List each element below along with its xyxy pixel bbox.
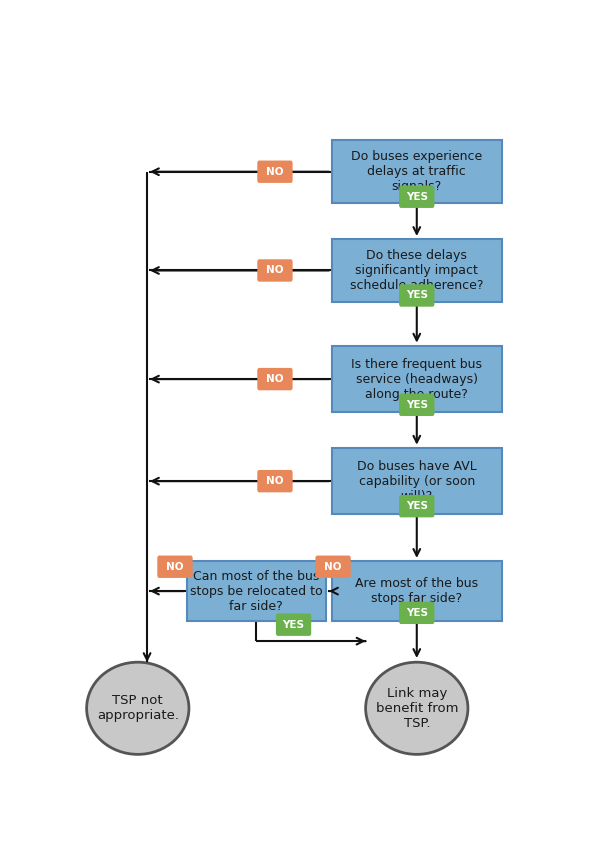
FancyBboxPatch shape — [399, 495, 434, 517]
Text: NO: NO — [166, 562, 184, 572]
FancyBboxPatch shape — [332, 140, 502, 203]
Text: Link may
benefit from
TSP.: Link may benefit from TSP. — [376, 687, 458, 730]
Text: YES: YES — [406, 291, 428, 300]
FancyBboxPatch shape — [399, 285, 434, 307]
Ellipse shape — [86, 662, 189, 754]
Text: YES: YES — [406, 501, 428, 511]
FancyBboxPatch shape — [157, 556, 193, 578]
Text: Is there frequent bus
service (headways)
along the route?: Is there frequent bus service (headways)… — [351, 357, 482, 401]
FancyBboxPatch shape — [332, 562, 502, 621]
FancyBboxPatch shape — [332, 448, 502, 514]
Text: Do these delays
significantly impact
schedule adherence?: Do these delays significantly impact sch… — [350, 249, 484, 292]
Text: Are most of the bus
stops far side?: Are most of the bus stops far side? — [355, 577, 478, 605]
Ellipse shape — [365, 662, 468, 754]
Text: Can most of the bus
stops be relocated to
far side?: Can most of the bus stops be relocated t… — [190, 569, 323, 612]
FancyBboxPatch shape — [187, 562, 326, 621]
Text: YES: YES — [406, 400, 428, 410]
Text: NO: NO — [266, 374, 284, 384]
FancyBboxPatch shape — [276, 614, 311, 636]
Text: NO: NO — [266, 476, 284, 486]
FancyBboxPatch shape — [257, 368, 293, 390]
Text: NO: NO — [266, 266, 284, 275]
FancyBboxPatch shape — [332, 239, 502, 302]
FancyBboxPatch shape — [399, 602, 434, 624]
FancyBboxPatch shape — [257, 470, 293, 492]
Text: YES: YES — [406, 608, 428, 618]
Text: YES: YES — [283, 620, 305, 629]
Text: NO: NO — [266, 167, 284, 177]
FancyBboxPatch shape — [316, 556, 351, 578]
Text: Do buses have AVL
capability (or soon
will)?: Do buses have AVL capability (or soon wi… — [357, 460, 476, 503]
FancyBboxPatch shape — [332, 346, 502, 412]
FancyBboxPatch shape — [399, 393, 434, 416]
FancyBboxPatch shape — [399, 186, 434, 208]
FancyBboxPatch shape — [257, 259, 293, 281]
Text: YES: YES — [406, 192, 428, 202]
Text: Do buses experience
delays at traffic
signals?: Do buses experience delays at traffic si… — [351, 150, 482, 193]
FancyBboxPatch shape — [257, 161, 293, 183]
Text: TSP not
appropriate.: TSP not appropriate. — [97, 694, 179, 722]
Text: NO: NO — [325, 562, 342, 572]
